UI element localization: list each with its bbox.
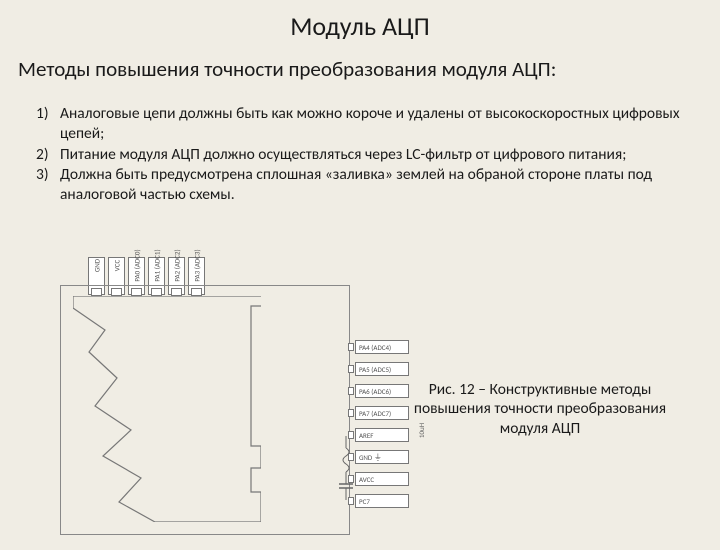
pin-label: VCC (112, 260, 121, 271)
pin-label: PA3 (ADC3) (192, 249, 201, 281)
list-item: 1) Аналоговые цепи должны быть как можно… (36, 104, 684, 144)
pin-pc7: PC7 (355, 494, 409, 508)
pin-label: PA2 (ADC2) (172, 249, 181, 281)
list-number: 1) (36, 104, 60, 144)
list-number: 2) (36, 145, 60, 165)
list-number: 3) (36, 165, 60, 205)
list-item: 2) Питание модуля АЦП должно осуществлят… (36, 145, 684, 165)
figure-caption: Рис. 12 – Конструктивные методы повышени… (390, 380, 690, 438)
list-text: Должна быть предусмотрена сплошная «зали… (60, 165, 684, 205)
list-text: Аналоговые цепи должны быть как можно ко… (60, 104, 684, 144)
ground-icon: ⏚ (374, 453, 382, 463)
chip-outline (73, 296, 261, 522)
pin-pa4: PA4 (ADC4) (355, 340, 409, 354)
pin-label: PA7 (ADC7) (359, 409, 391, 418)
pin-label: PA0 (ADC0) (132, 249, 141, 281)
pcb-diagram: GND VCC PA0 (ADC0) PA1 (ADC1) PA2 (ADC2)… (60, 255, 360, 545)
list-item: 3) Должна быть предусмотрена сплошная «з… (36, 165, 684, 205)
diagram-frame: PA4 (ADC4) PA5 (ADC5) PA6 (ADC6) PA7 (AD… (60, 285, 350, 535)
page-title: Модуль АЦП (0, 10, 720, 42)
pin-avcc: AVCC (355, 472, 409, 486)
lc-filter-icon (331, 436, 361, 506)
pin-label: PA4 (ADC4) (359, 343, 391, 352)
pin-label: AVCC (359, 475, 374, 484)
subtitle: Методы повышения точности преобразования… (18, 56, 702, 82)
pin-pa5: PA5 (ADC5) (355, 362, 409, 376)
pin-label: PA1 (ADC1) (152, 249, 161, 281)
pin-label: PA6 (ADC6) (359, 387, 391, 396)
pin-label: GND (92, 259, 101, 272)
pin-gnd2: GND ⏚ (355, 450, 409, 464)
pin-label: PA5 (ADC5) (359, 365, 391, 374)
list-text: Питание модуля АЦП должно осуществляться… (60, 145, 684, 165)
methods-list: 1) Аналоговые цепи должны быть как можно… (36, 104, 684, 205)
pin-label: AREF (359, 431, 374, 440)
